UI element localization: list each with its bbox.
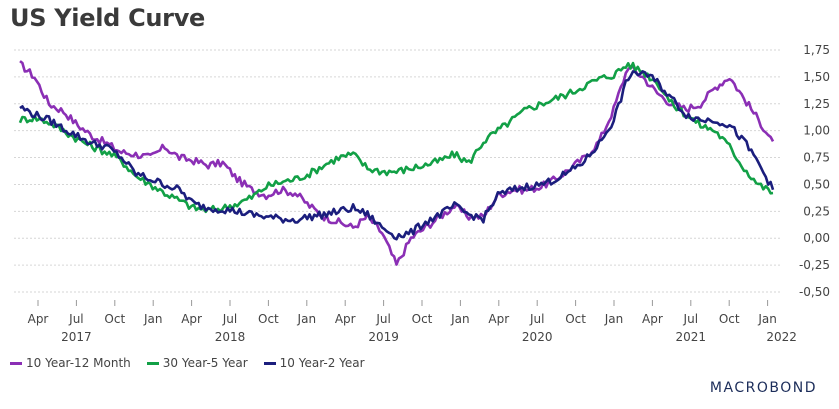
legend-swatch-purple bbox=[10, 361, 22, 365]
x-tick-label: Jan bbox=[143, 312, 163, 326]
x-tick-label: Oct bbox=[258, 312, 279, 326]
y-tick-label: 1,75 bbox=[803, 43, 830, 57]
x-tick-label: Apr bbox=[642, 312, 663, 326]
series-line-1 bbox=[18, 61, 774, 214]
y-tick-label: 0,00 bbox=[803, 231, 830, 245]
legend: 10 Year-12 Month 30 Year-5 Year 10 Year-… bbox=[10, 356, 365, 370]
x-tick-label: Jan bbox=[604, 312, 624, 326]
legend-swatch-green bbox=[146, 361, 159, 365]
x-tick-label: Oct bbox=[104, 312, 125, 326]
x-tick-label: Apr bbox=[488, 312, 509, 326]
legend-label: 30 Year-5 Year bbox=[162, 356, 248, 370]
legend-item-30y5y[interactable]: 30 Year-5 Year bbox=[146, 356, 248, 370]
y-axis-ticks: 1,75 1,50 1,25 1,00 0,75 0,50 0,25 0,00 -0,25 -0,… bbox=[799, 43, 830, 299]
x-tick-label: Apr bbox=[28, 312, 49, 326]
x-year-label: 2022 bbox=[766, 330, 797, 344]
y-tick-label: 0,50 bbox=[803, 177, 830, 191]
legend-label: 10 Year-12 Month bbox=[26, 356, 131, 370]
y-tick-label: -0,25 bbox=[799, 258, 830, 272]
x-tick-label: Jul bbox=[68, 312, 83, 326]
x-tick-label: Oct bbox=[719, 312, 740, 326]
legend-item-10y2y[interactable]: 10 Year-2 Year bbox=[263, 356, 365, 370]
y-tick-label: 1,00 bbox=[803, 124, 830, 138]
x-tick-label: Oct bbox=[565, 312, 586, 326]
x-year-label: 2017 bbox=[61, 330, 92, 344]
x-tick-label: Apr bbox=[335, 312, 356, 326]
x-tick-label: Apr bbox=[181, 312, 202, 326]
chart-title: US Yield Curve bbox=[10, 4, 206, 32]
x-tick-label: Jan bbox=[757, 312, 777, 326]
y-tick-label: 0,75 bbox=[803, 151, 830, 165]
x-tick-label: Oct bbox=[412, 312, 433, 326]
y-tick-label: 0,25 bbox=[803, 204, 830, 218]
x-axis-ticks: Apr Jul Oct Jan Apr Jul Oct Jan Apr Jul Oct Jan Apr J… bbox=[28, 300, 797, 344]
y-tick-label: -0,50 bbox=[799, 285, 830, 299]
x-tick-label: Jan bbox=[297, 312, 317, 326]
x-tick-label: Jan bbox=[450, 312, 470, 326]
x-tick-label: Jul bbox=[375, 312, 390, 326]
x-year-label: 2021 bbox=[676, 330, 707, 344]
x-tick-label: Jul bbox=[683, 312, 698, 326]
x-tick-label: Jul bbox=[222, 312, 237, 326]
series-lines bbox=[18, 60, 775, 266]
series-line-0 bbox=[19, 60, 775, 266]
series-line-2 bbox=[19, 70, 775, 241]
y-tick-label: 1,50 bbox=[803, 70, 830, 84]
x-year-label: 2020 bbox=[522, 330, 553, 344]
legend-item-10y12m[interactable]: 10 Year-12 Month bbox=[10, 356, 131, 370]
x-tick-label: Jul bbox=[529, 312, 544, 326]
legend-label: 10 Year-2 Year bbox=[279, 356, 365, 370]
x-year-label: 2019 bbox=[368, 330, 399, 344]
x-year-label: 2018 bbox=[215, 330, 246, 344]
y-tick-label: 1,25 bbox=[803, 97, 830, 111]
macrobond-logo: MACROBOND bbox=[709, 380, 817, 396]
legend-swatch-navy bbox=[263, 361, 276, 365]
